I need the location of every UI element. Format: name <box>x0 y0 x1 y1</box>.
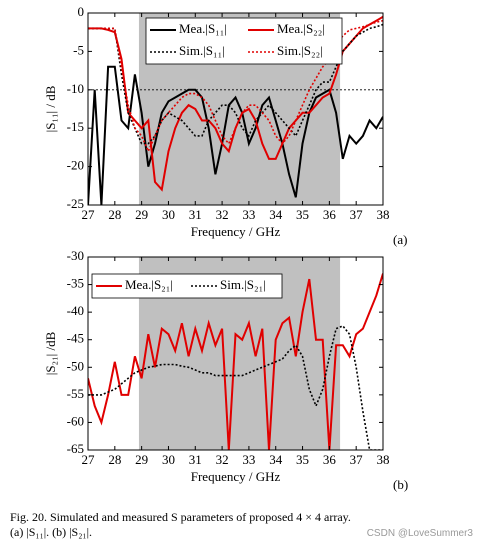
legend-label: Mea.|S₂₂| <box>277 21 325 36</box>
y-tick-label: -30 <box>67 248 84 263</box>
y-tick-label: -35 <box>67 276 84 291</box>
x-tick-label: 37 <box>350 207 364 222</box>
x-tick-label: 30 <box>162 207 175 222</box>
y-tick-label: 0 <box>78 4 85 19</box>
caption-line: Fig. 20. Simulated and measured S parame… <box>10 510 351 524</box>
x-tick-label: 33 <box>242 452 255 467</box>
x-tick-label: 33 <box>242 207 255 222</box>
watermark: CSDN @LoveSummer3 <box>366 528 473 539</box>
x-tick-label: 31 <box>189 452 202 467</box>
y-tick-label: -10 <box>67 81 84 96</box>
series-line <box>88 324 383 450</box>
figure: 27 28 29 30 31 32 33 34 35 36 37 38 0 -5 -10 -15 -20 -25 F… <box>43 4 408 492</box>
x-tick-label: 38 <box>377 207 390 222</box>
y-tick-label: -5 <box>73 42 84 57</box>
y-tick-label: -60 <box>67 413 84 428</box>
x-tick-label: 28 <box>108 452 121 467</box>
x-tick-label: 28 <box>108 207 121 222</box>
x-tick-label: 32 <box>216 207 229 222</box>
legend-box <box>145 17 343 65</box>
x-axis-label: Frequency / GHz <box>191 224 281 239</box>
y-tick-label: -50 <box>67 358 84 373</box>
y-tick-label: -15 <box>67 119 84 134</box>
x-tick-label: 34 <box>269 207 283 222</box>
legend-box <box>91 273 283 299</box>
plot-lines <box>88 15 383 205</box>
caption-line: (a) |S₁₁|. (b) |S₂₁|. <box>10 525 93 539</box>
series-line <box>88 65 383 205</box>
legend-label: Sim.|S₂₁| <box>220 277 266 292</box>
x-tick-label: 36 <box>323 452 337 467</box>
x-tick-label: 29 <box>135 452 148 467</box>
y-tick-label: -25 <box>67 196 84 211</box>
legend-label: Mea.|S₂₁| <box>125 277 173 292</box>
x-tick-label: 31 <box>189 207 202 222</box>
x-tick-label: 38 <box>377 452 390 467</box>
y-tick-label: -45 <box>67 331 84 346</box>
y-tick-label: -20 <box>67 158 84 173</box>
y-tick-label: -40 <box>67 303 84 318</box>
x-tick-label: 34 <box>269 452 283 467</box>
plot-frame <box>87 12 384 206</box>
y-axis-label: |S₂₁| /dB <box>43 331 58 375</box>
plot-frame <box>87 256 384 451</box>
y-tick-label: -55 <box>67 386 84 401</box>
series-line <box>88 23 383 145</box>
x-axis-label: Frequency / GHz <box>191 469 281 484</box>
x-tick-label: 27 <box>82 452 96 467</box>
legend-label: Sim.|S₂₂| <box>277 43 323 58</box>
plot-lines <box>88 273 383 450</box>
x-tick-label: 36 <box>323 207 337 222</box>
y-axis-label: |S₁₁| / dB <box>43 85 58 132</box>
x-tick-label: 27 <box>82 207 96 222</box>
x-tick-label: 30 <box>162 452 175 467</box>
panel-label: (b) <box>393 477 408 492</box>
x-tick-label: 32 <box>216 452 229 467</box>
x-tick-label: 35 <box>296 207 309 222</box>
caption: Fig. 20. Simulated and measured S parame… <box>10 510 470 540</box>
x-tick-label: 35 <box>296 452 309 467</box>
series-line <box>88 273 383 450</box>
x-tick-label: 37 <box>350 452 364 467</box>
y-tick-label: -65 <box>67 441 84 456</box>
panel-label: (a) <box>393 232 407 247</box>
legend-label: Sim.|S₁₁| <box>179 43 225 58</box>
x-tick-label: 29 <box>135 207 148 222</box>
legend-label: Mea.|S₁₁| <box>179 21 227 36</box>
series-line <box>88 19 383 154</box>
